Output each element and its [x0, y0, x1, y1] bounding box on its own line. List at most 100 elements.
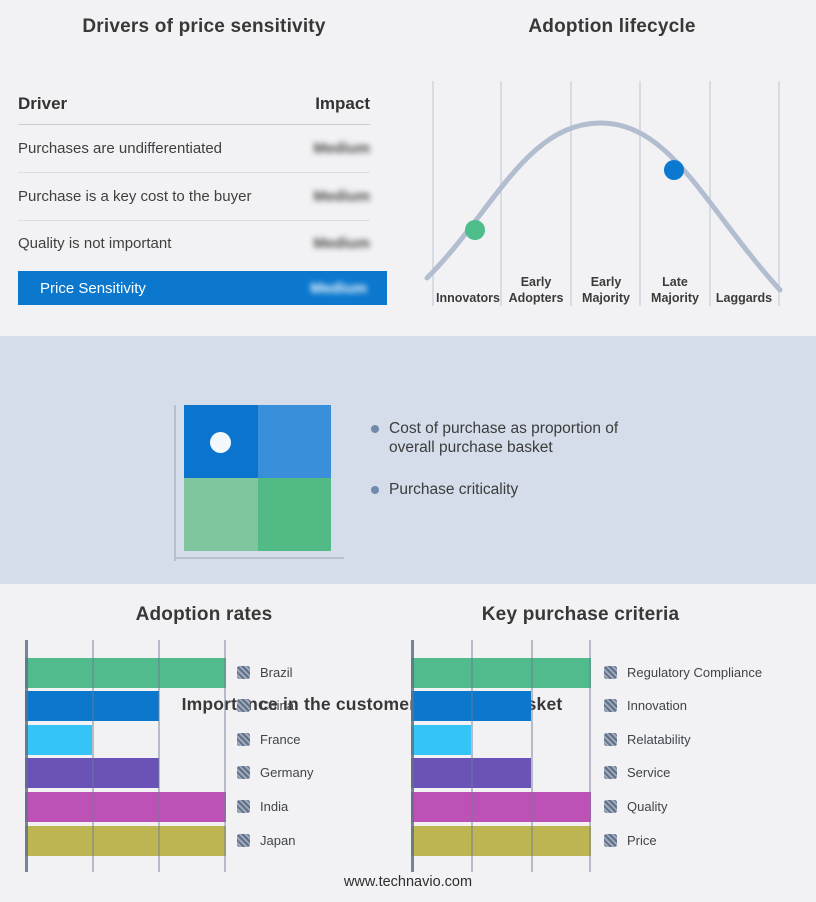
bullet-item: Cost of purchase as proportion of overal…: [371, 419, 618, 457]
hatched-square-icon: [237, 666, 250, 679]
bar-brazil: [25, 658, 226, 688]
driver-cell: Price Sensitivity: [40, 279, 146, 297]
legend-label: Quality: [627, 799, 668, 814]
bar-service: [411, 758, 532, 788]
bar-relatability: [411, 725, 471, 755]
bar-japan: [25, 826, 226, 856]
stage-label-early-majority: Early Majority: [582, 275, 630, 305]
bar-china: [25, 691, 160, 721]
legend-label: China: [260, 698, 294, 713]
legend-label: Japan: [260, 833, 296, 848]
impact-column-header: Impact: [315, 94, 370, 113]
gridline: [91, 640, 94, 872]
bar-quality: [411, 792, 591, 822]
quadrant-matrix: [184, 405, 331, 551]
legend-item: Relatability: [604, 731, 691, 748]
quadrant-cell-top-right: [258, 405, 331, 478]
key-purchase-criteria-plot: [411, 640, 591, 872]
gridline: [530, 640, 533, 872]
stage-label-laggards: Laggards: [715, 291, 773, 305]
adoption-rates-title: Adoption rates: [135, 604, 273, 625]
price-sensitivity-highlight-row: Price Sensitivity Medium: [18, 271, 387, 305]
quadrant-cell-top-left: [184, 405, 258, 478]
hatched-square-icon: [237, 766, 250, 779]
hatched-square-icon: [604, 733, 617, 746]
driver-cell: Purchase is a key cost to the buyer: [18, 188, 252, 205]
legend-label: Regulatory Compliance: [627, 665, 763, 680]
green-marker-dot: [465, 220, 485, 240]
table-header-row: Driver Impact: [18, 94, 370, 125]
legend-item: Regulatory Compliance: [604, 664, 762, 681]
table-row: Purchases are undifferentiated Medium: [18, 125, 370, 173]
impact-value-blurred: Medium: [313, 188, 370, 205]
adoption-rates-plot: [25, 640, 226, 872]
legend-item: Service: [604, 764, 670, 781]
legend-item: China: [237, 697, 294, 714]
lifecycle-panel-title: Adoption lifecycle: [528, 16, 696, 37]
legend-label: Brazil: [260, 665, 293, 680]
footer-link[interactable]: www.technavio.com: [343, 874, 473, 890]
gridline: [224, 640, 226, 872]
impact-value-blurred: Medium: [313, 234, 370, 252]
gridline: [470, 640, 473, 872]
bar-regulatory-compliance: [411, 658, 591, 688]
legend-item: Quality: [604, 798, 667, 815]
hatched-square-icon: [604, 800, 617, 813]
legend-label: Germany: [260, 765, 314, 780]
driver-cell: Quality is not important: [18, 234, 172, 252]
legend-label: Innovation: [627, 698, 687, 713]
bullet-icon: [371, 486, 379, 494]
legend-label: Relatability: [627, 732, 691, 747]
hatched-square-icon: [237, 733, 250, 746]
adoption-lifecycle-chart: Innovators Early Adopters Early Majority…: [408, 0, 816, 336]
footer: www.technavio.com: [0, 874, 816, 890]
legend-item: Germany: [237, 764, 313, 781]
bullet-icon: [371, 425, 379, 433]
hatched-square-icon: [237, 699, 250, 712]
stage-label-late-majority: Late Majority: [651, 275, 699, 305]
hatched-square-icon: [604, 699, 617, 712]
quadrant-y-axis: [174, 405, 176, 561]
legend-label: India: [260, 799, 289, 814]
hatched-square-icon: [237, 800, 250, 813]
bell-curve-line: [424, 120, 783, 293]
legend-item: India: [237, 798, 288, 815]
bullet-text: Cost of purchase as proportion of overal…: [389, 420, 619, 456]
lifecycle-curve-canvas: [424, 81, 783, 306]
hatched-square-icon: [237, 834, 250, 847]
legend-item: Innovation: [604, 697, 687, 714]
bar-india: [25, 792, 226, 822]
bullet-item: Purchase criticality: [371, 480, 518, 499]
axis-line: [25, 640, 28, 872]
driver-cell: Purchases are undifferentiated: [18, 140, 223, 157]
axis-line: [411, 640, 414, 872]
legend-item: France: [237, 731, 300, 748]
stage-label-early-adopters: Early Adopters: [508, 275, 564, 305]
bullet-text: Purchase criticality: [389, 481, 519, 498]
quadrant-cell-bottom-left: [184, 478, 258, 551]
legend-label: Service: [627, 765, 671, 780]
bar-france: [25, 725, 92, 755]
hatched-square-icon: [604, 666, 617, 679]
gridline: [158, 640, 161, 872]
bar-germany: [25, 758, 160, 788]
legend-item: Japan: [237, 832, 295, 849]
gridline: [589, 640, 591, 872]
table-row: Quality is not important Medium: [18, 221, 370, 265]
blue-marker-dot: [664, 160, 684, 180]
table-row: Purchase is a key cost to the buyer Medi…: [18, 173, 370, 221]
drivers-panel-title: Drivers of price sensitivity: [82, 16, 326, 37]
bar-price: [411, 826, 591, 856]
position-marker-dot: [210, 432, 231, 453]
stage-label-innovators: Innovators: [436, 291, 500, 305]
quadrant-cell-bottom-right: [258, 478, 331, 551]
hatched-square-icon: [604, 766, 617, 779]
legend-label: Price: [627, 833, 657, 848]
hatched-square-icon: [604, 834, 617, 847]
price-sensitivity-table: Driver Impact Purchases are undifferenti…: [18, 94, 387, 305]
key-purchase-criteria-title: Key purchase criteria: [481, 604, 680, 625]
quadrant-x-axis: [176, 557, 344, 559]
impact-value-blurred: Medium: [310, 279, 367, 297]
bar-innovation: [411, 691, 532, 721]
